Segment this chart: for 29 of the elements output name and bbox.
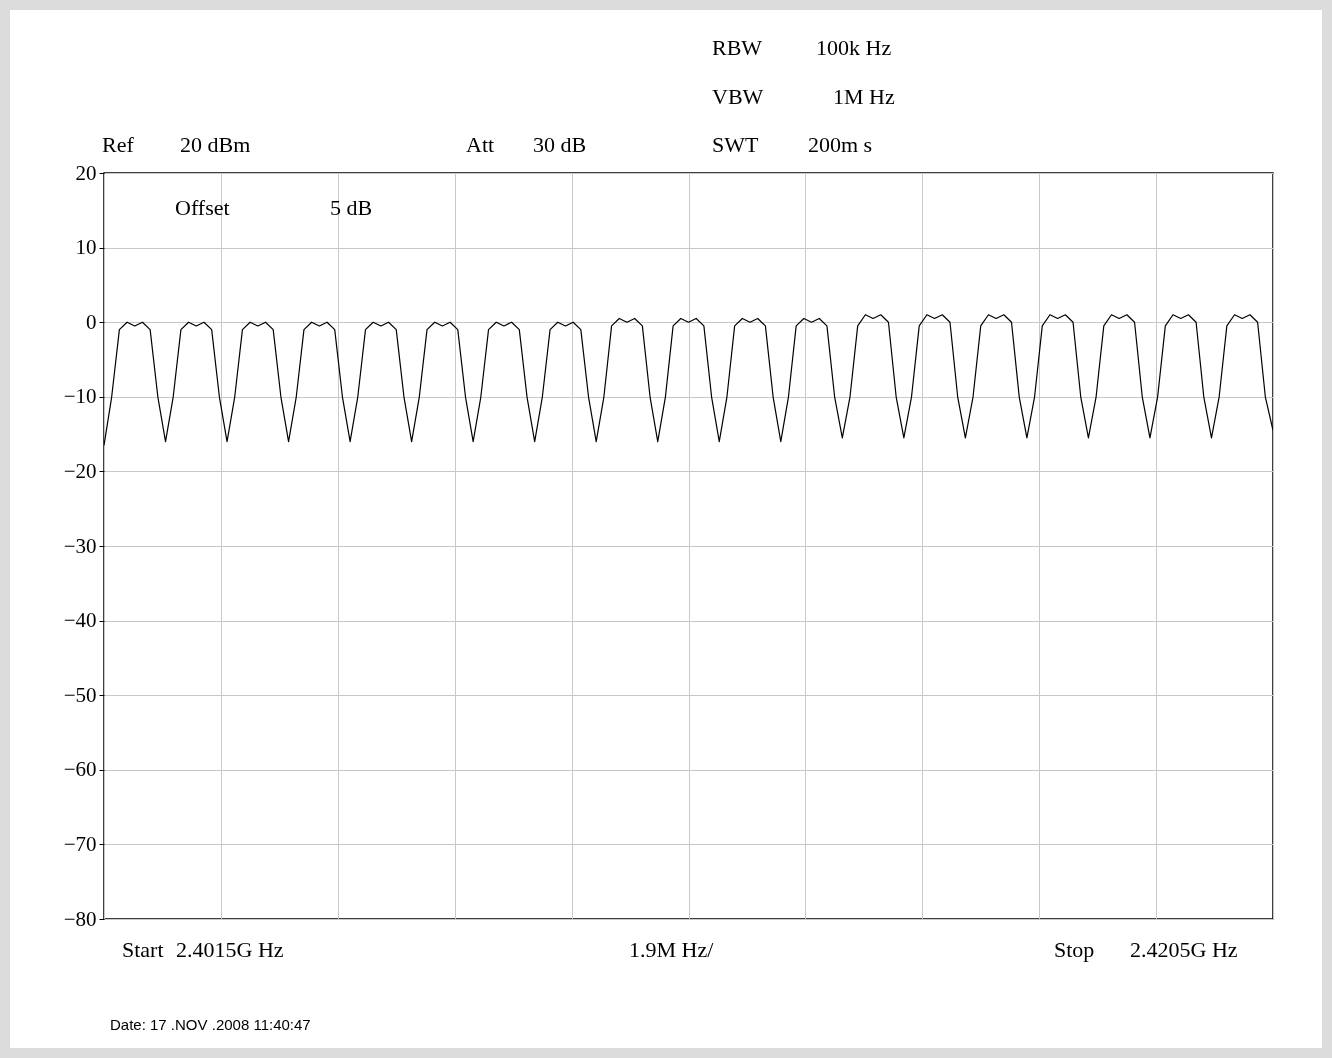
y-tick-label: −70 — [63, 831, 97, 856]
text: 1.9M Hz/ — [629, 937, 715, 962]
text: Stop — [1054, 937, 1095, 962]
text: Att — [466, 132, 495, 157]
text: 100k Hz — [816, 35, 892, 60]
text: Ref — [102, 132, 135, 157]
text: Date: 17 .NOV .2008 11:40:47 — [110, 1016, 311, 1033]
y-tick-label: −80 — [63, 906, 97, 931]
text: 200m s — [808, 132, 873, 157]
y-tick-label: 20 — [75, 160, 97, 185]
text: RBW — [712, 35, 763, 60]
y-tick-label: 0 — [86, 309, 97, 334]
text: 20 dBm — [180, 132, 251, 157]
text: 1M Hz — [833, 84, 895, 109]
text: VBW — [712, 84, 764, 109]
text: 2.4015G Hz — [176, 937, 284, 962]
y-tick-label: 10 — [75, 235, 97, 260]
y-tick-label: −40 — [63, 608, 97, 633]
y-tick-label: −20 — [63, 458, 97, 483]
annotation: Offset — [175, 195, 230, 220]
y-tick-label: −10 — [63, 384, 97, 409]
text: 30 dB — [533, 132, 587, 157]
text: 2.4205G Hz — [1130, 937, 1238, 962]
y-tick-label: −30 — [63, 533, 97, 558]
text: SWT — [712, 132, 759, 157]
y-tick-label: −50 — [63, 682, 97, 707]
annotation: 5 dB — [330, 195, 373, 220]
text: Start — [122, 937, 164, 962]
y-tick-label: −60 — [63, 757, 97, 782]
